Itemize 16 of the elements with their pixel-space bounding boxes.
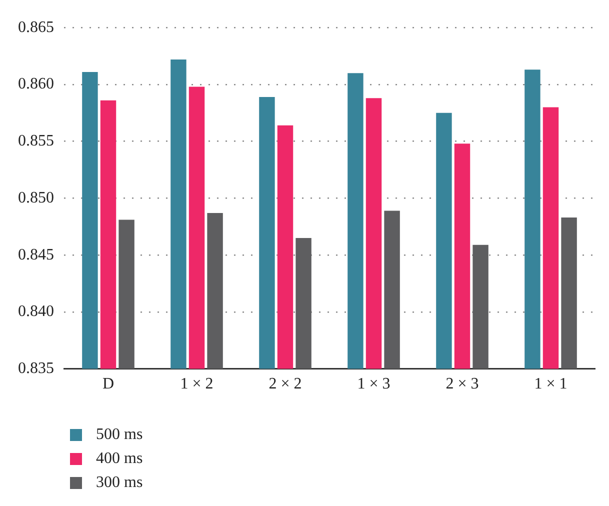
x-tick-label: 1 × 1 <box>534 376 568 393</box>
y-tick-label: 0.850 <box>18 189 54 206</box>
y-tick-label: 0.840 <box>18 303 54 320</box>
y-tick-label: 0.860 <box>18 76 54 93</box>
x-tick-label: D <box>102 376 114 393</box>
y-tick-label: 0.845 <box>18 246 54 264</box>
x-tick-label: 2 × 3 <box>446 376 479 393</box>
y-tick-label: 0.865 <box>18 18 54 36</box>
legend-label: 400 ms <box>96 450 143 468</box>
y-tick-label: 0.835 <box>18 360 54 378</box>
x-tick-label: 1 × 3 <box>357 376 390 393</box>
y-tick-label: 0.855 <box>18 132 54 150</box>
legend-label: 300 ms <box>96 474 143 492</box>
x-tick-label: 2 × 2 <box>268 376 302 393</box>
legend-label: 500 ms <box>96 426 143 444</box>
x-tick-label: 1 × 2 <box>180 376 214 393</box>
